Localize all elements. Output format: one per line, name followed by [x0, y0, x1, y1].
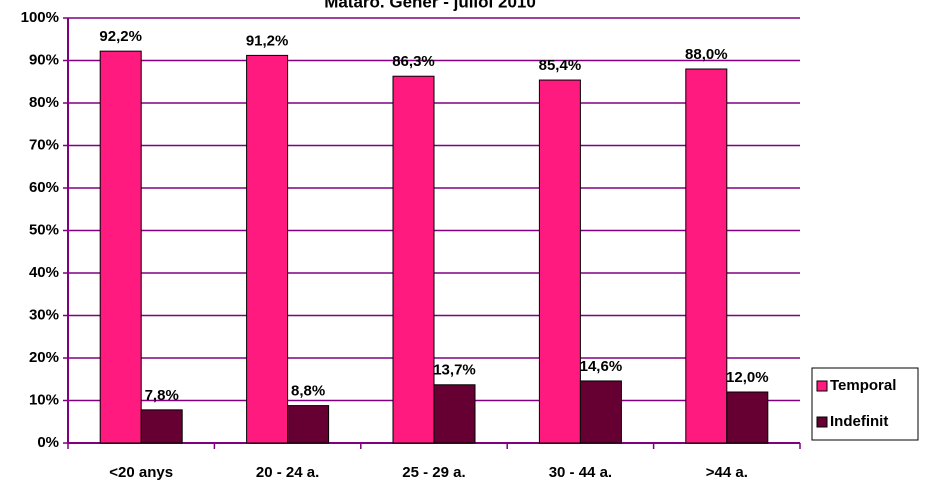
y-tick-label: 20%	[29, 349, 59, 366]
data-label: 12,0%	[726, 369, 769, 386]
bar	[246, 54, 289, 444]
bar	[685, 68, 728, 444]
chart-title: Mataró. Gener - juliol 2010	[324, 0, 536, 11]
x-tick-label: 25 - 29 a.	[402, 464, 465, 481]
y-tick-label: 0%	[37, 434, 59, 451]
y-tick-label: 40%	[29, 264, 59, 281]
data-label: 92,2%	[99, 28, 142, 45]
y-tick-label: 60%	[29, 179, 59, 196]
y-tick-label: 10%	[29, 391, 59, 408]
y-tick-label: 50%	[29, 221, 59, 238]
data-label: 85,4%	[539, 57, 582, 74]
x-tick-label: >44 a.	[706, 464, 748, 481]
data-label: 7,8%	[145, 387, 179, 404]
y-tick-label: 90%	[29, 51, 59, 68]
legend-swatch	[816, 416, 828, 428]
data-label: 14,6%	[580, 358, 623, 375]
data-label: 8,8%	[291, 383, 325, 400]
legend-swatch	[816, 380, 828, 392]
bar	[287, 405, 330, 444]
y-tick-label: 70%	[29, 136, 59, 153]
data-label: 91,2%	[246, 32, 289, 49]
x-tick-label: <20 anys	[109, 464, 173, 481]
legend-label: Indefinit	[830, 413, 888, 430]
legend-label: Temporal	[830, 377, 896, 394]
bar	[538, 79, 581, 444]
bar	[726, 391, 769, 444]
y-tick-label: 30%	[29, 306, 59, 323]
bar	[579, 380, 622, 444]
bar	[392, 75, 435, 444]
x-tick-label: 20 - 24 a.	[256, 464, 319, 481]
data-label: 13,7%	[433, 362, 476, 379]
bar	[140, 409, 183, 444]
y-tick-label: 80%	[29, 94, 59, 111]
legend-box	[811, 367, 919, 441]
bar	[99, 50, 142, 444]
x-tick-label: 30 - 44 a.	[549, 464, 612, 481]
data-label: 88,0%	[685, 46, 728, 63]
bar	[433, 384, 476, 444]
y-tick-label: 100%	[21, 9, 59, 26]
data-label: 86,3%	[392, 53, 435, 70]
